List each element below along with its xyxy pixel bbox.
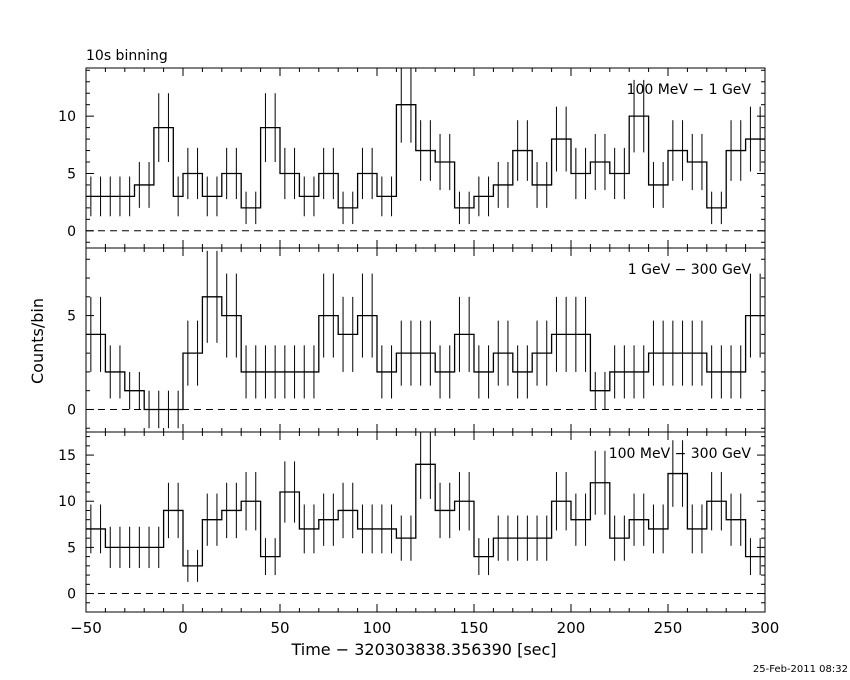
y-tick-label: 0: [67, 587, 76, 603]
panel-energy-label: 100 MeV − 1 GeV: [627, 82, 752, 98]
panel-3: 0 5 10 15 100 MeV − 300 GeV: [58, 431, 766, 613]
panels-group: 0 5 10 100 MeV − 1 GeV 0 5 1 GeV − 300 GeV 0 5 10…: [58, 67, 780, 637]
y-tick-label: 0: [67, 402, 76, 418]
timestamp: 25-Feb-2011 08:32: [753, 664, 848, 675]
histogram-series: [86, 104, 765, 209]
histogram-series: [86, 463, 765, 567]
y-tick-label: 15: [58, 448, 76, 464]
panel-energy-label: 1 GeV − 300 GeV: [628, 262, 752, 278]
panel-frame: [85, 431, 766, 613]
x-tick-label: 150: [460, 619, 489, 637]
x-tick-label: −50: [70, 619, 102, 637]
chart-title: 10s binning: [86, 48, 168, 64]
histogram-series: [86, 296, 765, 411]
x-tick-label: 50: [270, 619, 289, 637]
y-tick-label: 5: [67, 166, 76, 182]
y-tick-label: 0: [67, 224, 76, 240]
y-axis-label: Counts/bin: [28, 298, 47, 384]
x-tick-label: 250: [654, 619, 683, 637]
panel-2: 0 5 1 GeV − 300 GeV: [67, 247, 766, 433]
x-tick-label: 0: [178, 619, 188, 637]
x-tick-label: 300: [751, 619, 780, 637]
panel-energy-label: 100 MeV − 300 GeV: [609, 446, 752, 462]
x-tick-label: 200: [557, 619, 586, 637]
y-tick-label: 10: [58, 494, 76, 510]
x-axis-label: Time − 320303838.356390 [sec]: [290, 640, 556, 659]
y-tick-label: 5: [67, 309, 76, 325]
x-tick-label: 100: [363, 619, 392, 637]
y-tick-label: 10: [58, 109, 76, 125]
y-tick-label: 5: [67, 540, 76, 556]
panel-1: 0 5 10 100 MeV − 1 GeV: [58, 67, 766, 249]
